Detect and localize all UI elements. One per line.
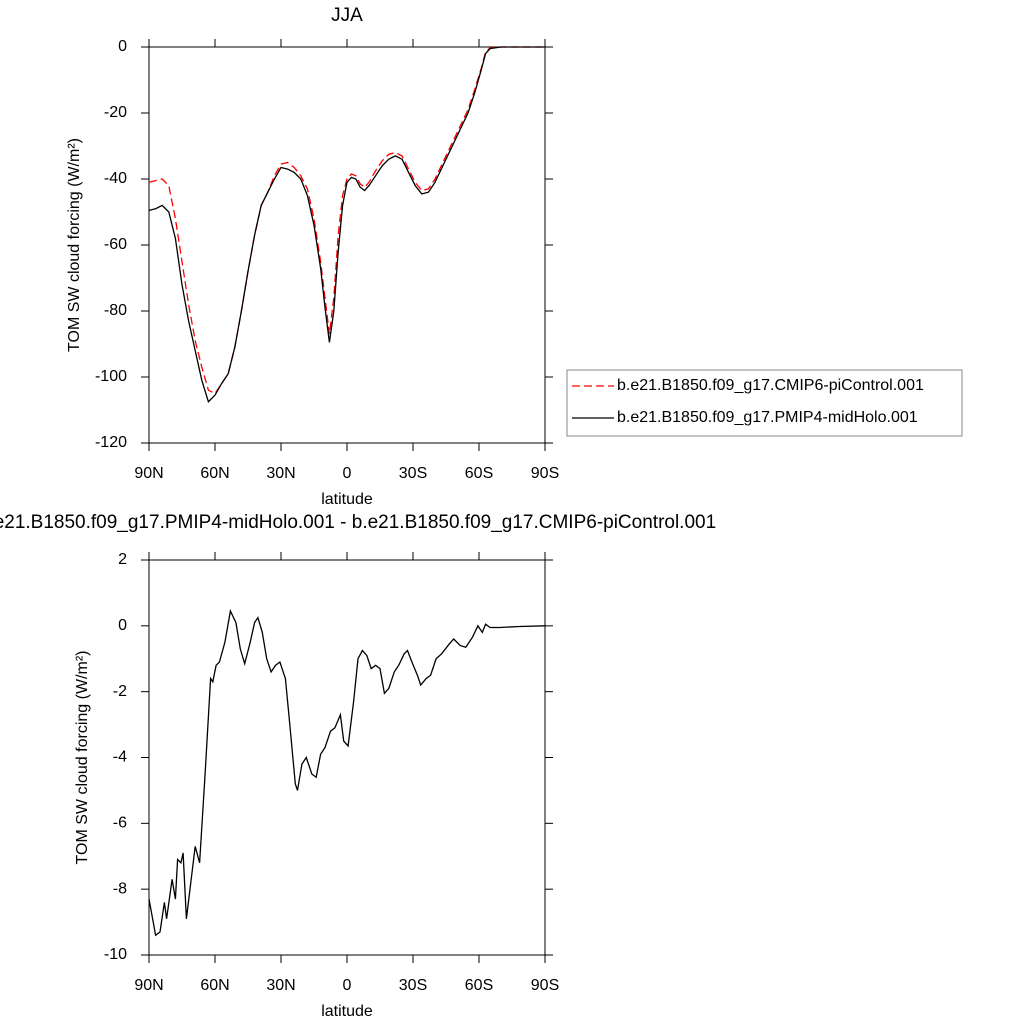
y-tick-label: -60 (104, 236, 127, 253)
legend-box (566, 369, 963, 437)
chart-title: JJA (331, 5, 363, 26)
x-tick-label: 0 (343, 465, 352, 482)
y-tick-label: -2 (113, 683, 127, 700)
y-tick-label: -80 (104, 302, 127, 319)
x-tick-label: 90S (531, 465, 559, 482)
x-tick-label: 90S (531, 977, 559, 994)
legend: b.e21.B1850.f09_g17.CMIP6-piControl.001b… (566, 369, 963, 437)
x-tick-label: 60N (200, 977, 229, 994)
x-tick-label: 30S (399, 977, 427, 994)
y-tick-label: -10 (104, 946, 127, 963)
y-tick-label: -40 (104, 170, 127, 187)
data-line (148, 46, 545, 395)
data-line (148, 46, 545, 403)
y-tick-label: -100 (95, 368, 127, 385)
chart-title: b.e21.B1850.f09_g17.PMIP4-midHolo.001 - … (0, 512, 716, 533)
x-tick-label: 0 (343, 977, 352, 994)
y-tick-label: 0 (118, 617, 127, 634)
y-tick-label: -120 (95, 434, 127, 451)
x-tick-label: 30S (399, 465, 427, 482)
y-tick-label: -8 (113, 880, 127, 897)
x-tick-label: 60N (200, 465, 229, 482)
y-tick-label: 2 (118, 551, 127, 568)
data-line (148, 608, 546, 937)
y-tick-label: -20 (104, 104, 127, 121)
x-tick-label: 30N (266, 465, 295, 482)
x-tick-label: 60S (465, 465, 493, 482)
y-axis-label: TOM SW cloud forcing (W/m²) (66, 138, 83, 352)
x-tick-label: 60S (465, 977, 493, 994)
y-tick-label: -4 (113, 749, 127, 766)
legend-label: b.e21.B1850.f09_g17.PMIP4-midHolo.001 (617, 409, 918, 426)
legend-label: b.e21.B1850.f09_g17.CMIP6-piControl.001 (617, 377, 924, 394)
y-axis-label: TOM SW cloud forcing (W/m²) (74, 651, 91, 865)
x-tick-label: 90N (134, 977, 163, 994)
x-axis-label: latitude (321, 1003, 373, 1020)
x-axis-label: latitude (321, 491, 373, 508)
x-tick-label: 90N (134, 465, 163, 482)
plot-frame (148, 46, 546, 444)
y-tick-label: -6 (113, 815, 127, 832)
plot-frame (148, 559, 546, 956)
y-tick-label: 0 (118, 38, 127, 55)
x-tick-label: 30N (266, 977, 295, 994)
